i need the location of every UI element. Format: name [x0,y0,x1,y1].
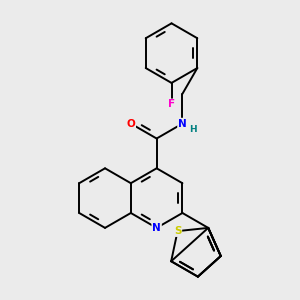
Text: O: O [127,118,135,129]
Text: H: H [189,125,196,134]
Text: S: S [174,226,181,236]
Text: N: N [152,223,161,233]
Text: F: F [168,99,175,110]
Text: N: N [178,118,187,129]
